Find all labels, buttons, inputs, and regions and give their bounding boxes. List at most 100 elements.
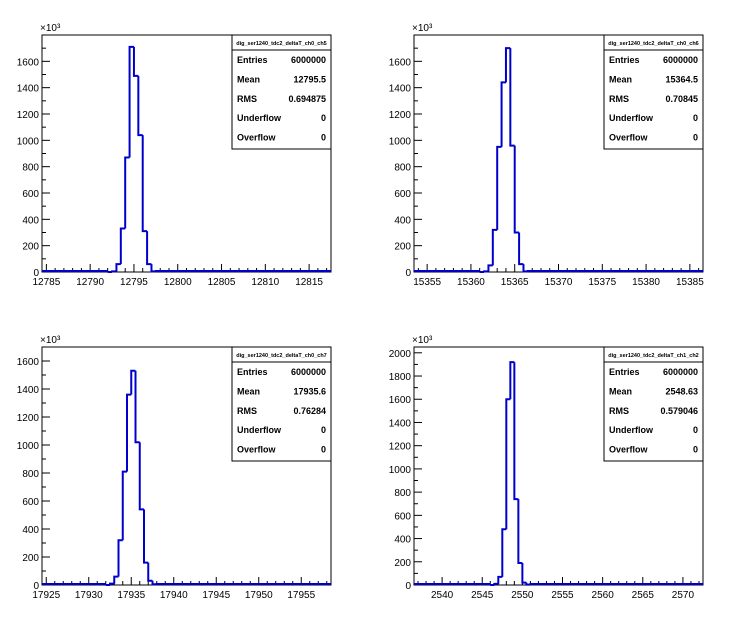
histogram-bin (130, 369, 136, 395)
x-tick-label: 15385 (676, 277, 704, 288)
y-tick-label: 400 (394, 535, 411, 546)
x-tick-label: 2570 (672, 590, 695, 601)
stats-row-value: 6000000 (291, 55, 326, 65)
stats-row-label: Underflow (237, 425, 282, 435)
stats-row-value: 0 (321, 445, 326, 455)
x-tick-label: 17940 (160, 590, 188, 601)
x-tick-label: 15380 (632, 277, 660, 288)
x-tick-label: 15355 (413, 277, 441, 288)
stats-row-label: Entries (237, 367, 268, 377)
x-tick-label: 17925 (32, 590, 60, 601)
histogram-bin (115, 263, 121, 272)
y-tick-label: 0 (33, 268, 39, 279)
x-tick-label: 17950 (245, 590, 273, 601)
stats-row-value: 2548.63 (665, 386, 698, 396)
stats-row-value: 0.76284 (293, 406, 326, 416)
y-tick-label: 400 (22, 215, 39, 226)
stats-row-value: 0 (321, 425, 326, 435)
stats-row-label: Entries (609, 367, 640, 377)
histogram-bin (119, 227, 126, 265)
stats-row-label: Underflow (237, 113, 282, 123)
histogram-bin (128, 45, 134, 158)
histogram-bin (141, 135, 148, 233)
stats-row-value: 0 (321, 133, 326, 143)
stats-row-label: Mean (237, 386, 260, 396)
histogram-bin (138, 442, 144, 511)
x-tick-label: 12810 (251, 277, 279, 288)
y-tick-label: 1600 (17, 357, 40, 368)
y-tick-label: 600 (394, 189, 411, 200)
y-tick-label: 1600 (389, 395, 412, 406)
stats-row-label: RMS (609, 406, 629, 416)
y-tick-label: 600 (394, 511, 411, 522)
y-tick-label: 400 (22, 525, 39, 536)
histogram-bin (483, 270, 489, 273)
histogram-bin (513, 145, 520, 234)
stats-row-value: 12795.5 (293, 74, 326, 84)
y-tick-label: 1800 (389, 372, 412, 383)
y-axis-multiplier-label: ×10³ (40, 335, 61, 346)
stats-row-value: 6000000 (291, 367, 326, 377)
stats-box-frame (603, 346, 704, 462)
histogram-bin (509, 361, 515, 400)
y-tick-label: 1000 (17, 136, 40, 147)
histogram-bin (518, 232, 524, 266)
y-tick-label: 1000 (389, 136, 412, 147)
y-tick-label: 0 (33, 581, 39, 592)
histogram-bin (513, 362, 519, 501)
stats-box: dig_ser1240_tdc2_deltaT_ch0_ch5 Entries 60… (231, 34, 332, 150)
y-tick-label: 1400 (389, 418, 412, 429)
histogram-bin (521, 562, 527, 584)
stats-row-value: 0 (693, 425, 698, 435)
y-axis-multiplier-label: ×10³ (40, 23, 61, 34)
histogram-bin (124, 156, 130, 229)
histogram-bin (504, 47, 511, 83)
x-tick-label: 2550 (511, 590, 534, 601)
stats-row-value: 15364.5 (665, 74, 698, 84)
x-tick-label: 17935 (117, 590, 145, 601)
histogram-bin (509, 48, 515, 147)
histogram-bin (505, 398, 511, 530)
histogram-bin (500, 81, 506, 147)
x-tick-label: 12785 (32, 277, 60, 288)
stats-title: dig_ser1240_tdc2_deltaT_ch1_ch2 (608, 353, 699, 359)
stats-row-label: Mean (609, 386, 632, 396)
y-tick-label: 800 (22, 163, 39, 174)
y-tick-label: 2000 (389, 349, 412, 360)
stats-row-label: RMS (237, 406, 257, 416)
stats-row-label: Underflow (609, 425, 654, 435)
y-axis-multiplier-label: ×10³ (412, 23, 433, 34)
histogram-bin (522, 264, 528, 273)
y-tick-label: 1600 (389, 57, 412, 68)
y-tick-label: 1600 (17, 57, 40, 68)
y-tick-label: 800 (394, 163, 411, 174)
x-tick-label: 2545 (471, 590, 494, 601)
stats-row-label: Overflow (237, 445, 277, 455)
stats-row-value: 0.579046 (660, 406, 698, 416)
stats-title: dig_ser1240_tdc2_deltaT_ch0_ch5 (236, 41, 327, 47)
stats-row-label: RMS (609, 94, 629, 104)
histogram-bin (143, 509, 149, 564)
histogram-bin (137, 75, 143, 137)
stats-box: dig_ser1240_tdc2_deltaT_ch0_ch7 Entries 60… (231, 346, 332, 462)
y-tick-label: 1000 (17, 441, 40, 452)
histogram-bin (497, 575, 503, 584)
y-tick-label: 200 (22, 553, 39, 564)
stats-row-value: 0 (693, 113, 698, 123)
y-tick-label: 1200 (17, 110, 40, 121)
x-tick-label: 12800 (164, 277, 192, 288)
histogram-bin (496, 145, 502, 230)
stats-row-label: Entries (237, 55, 268, 65)
stats-row-label: Mean (237, 74, 260, 84)
x-tick-label: 2555 (551, 590, 574, 601)
histogram-bin (126, 393, 132, 472)
stats-row-label: Entries (609, 55, 640, 65)
stats-row-value: 0 (693, 133, 698, 143)
stats-row-value: 6000000 (663, 55, 698, 65)
stats-box: dig_ser1240_tdc2_deltaT_ch0_ch6 Entries 60… (603, 34, 704, 150)
x-tick-label: 2540 (431, 590, 454, 601)
x-tick-label: 15370 (545, 277, 573, 288)
stats-row-value: 0 (693, 445, 698, 455)
y-tick-label: 200 (394, 558, 411, 569)
